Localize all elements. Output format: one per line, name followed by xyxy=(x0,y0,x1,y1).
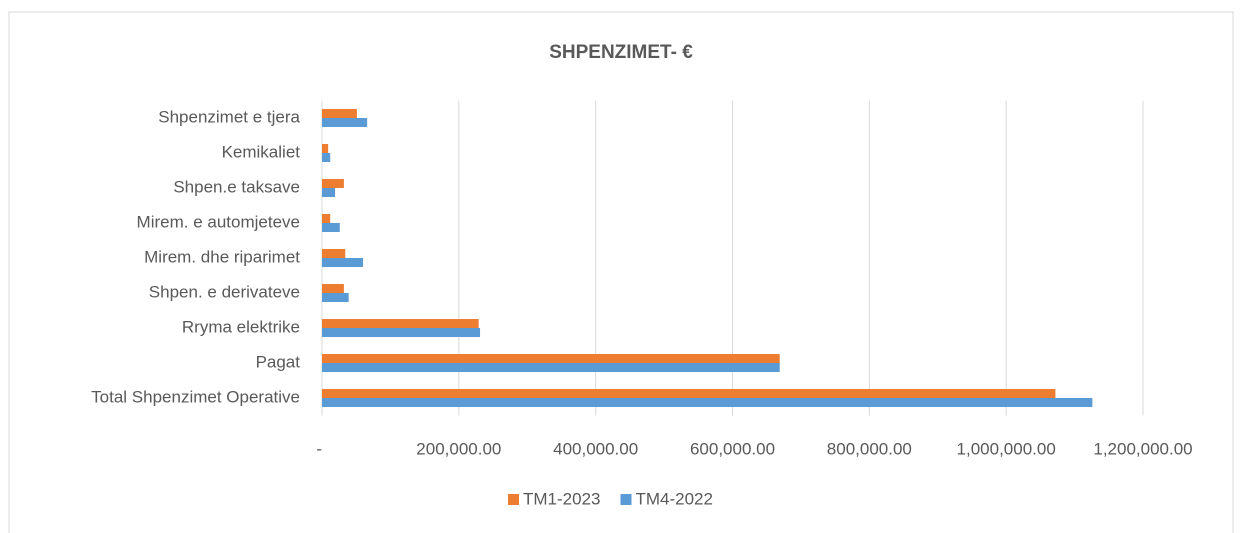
bar xyxy=(322,144,329,153)
bar xyxy=(322,398,1093,407)
y-tick-label: Total Shpenzimet Operative xyxy=(91,387,300,406)
chart-title: SHPENZIMET- € xyxy=(549,42,693,63)
bar xyxy=(322,293,349,302)
x-tick-label: 600,000.00 xyxy=(690,439,775,458)
x-tick-label: 400,000.00 xyxy=(553,439,638,458)
bar xyxy=(322,328,481,337)
legend-swatch xyxy=(508,494,519,505)
bar xyxy=(322,153,331,162)
bar xyxy=(322,223,340,232)
x-tick-label: - xyxy=(316,439,322,458)
bar xyxy=(322,214,331,223)
bar xyxy=(322,284,344,293)
bar xyxy=(322,389,1056,398)
y-tick-label: Mirem. e automjeteve xyxy=(137,212,300,231)
bar xyxy=(322,354,780,363)
bar xyxy=(322,319,479,328)
bar xyxy=(322,188,335,197)
x-tick-label: 800,000.00 xyxy=(827,439,912,458)
legend-swatch xyxy=(620,494,632,505)
x-tick-label: 1,200,000.00 xyxy=(1093,439,1192,458)
y-tick-label: Shpen.e taksave xyxy=(173,177,300,196)
bar xyxy=(322,109,357,118)
y-tick-label: Shpenzimet e tjera xyxy=(158,107,300,126)
x-tick-label: 1,000,000.00 xyxy=(957,439,1056,458)
y-tick-label: Shpen. e derivateve xyxy=(149,282,300,301)
bar xyxy=(322,249,346,258)
y-tick-label: Pagat xyxy=(256,352,301,371)
y-tick-label: Mirem. dhe riparimet xyxy=(144,247,300,266)
legend-label: TM4-2022 xyxy=(635,489,712,508)
y-tick-label: Kemikaliet xyxy=(222,142,301,161)
x-tick-label: 200,000.00 xyxy=(416,439,501,458)
y-tick-label: Rryma elektrike xyxy=(182,317,300,336)
bar xyxy=(322,179,344,188)
bar xyxy=(322,118,368,127)
bar xyxy=(322,258,364,267)
legend-label: TM1-2023 xyxy=(523,489,600,508)
bar xyxy=(322,363,780,372)
chart-border xyxy=(8,11,1234,533)
